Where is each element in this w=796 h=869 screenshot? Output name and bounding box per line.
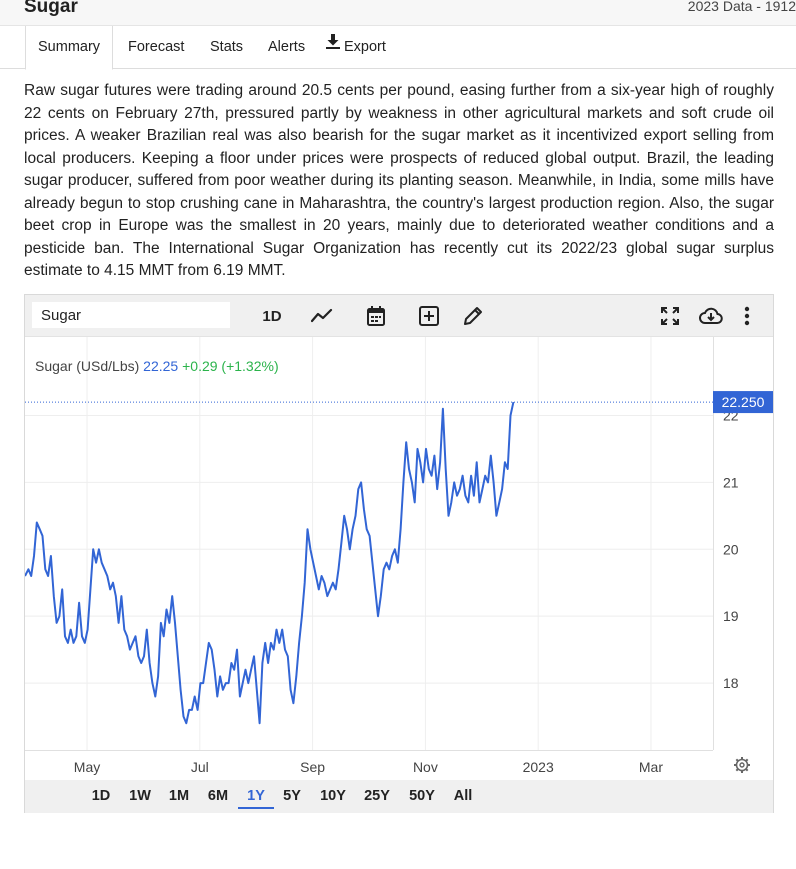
x-tick-label: Nov bbox=[413, 759, 438, 775]
tab-export-label: Export bbox=[344, 39, 386, 55]
download-icon bbox=[326, 24, 340, 67]
tab-export[interactable]: Export bbox=[326, 26, 386, 69]
chart-legend: Sugar (USd/Lbs) 22.25 +0.29 (+1.32%) bbox=[35, 358, 279, 374]
add-indicator-icon[interactable] bbox=[418, 301, 440, 331]
tab-stats[interactable]: Stats bbox=[210, 39, 244, 55]
price-series-line bbox=[24, 401, 515, 725]
last-price-badge bbox=[713, 391, 773, 414]
more-icon[interactable] bbox=[739, 301, 755, 331]
tab-summary[interactable]: Summary bbox=[25, 26, 114, 70]
symbol-input[interactable] bbox=[32, 302, 230, 328]
range-10y[interactable]: 10Y bbox=[320, 788, 346, 804]
range-1d[interactable]: 1D bbox=[91, 788, 111, 804]
range-1y[interactable]: 1Y bbox=[238, 785, 274, 809]
tab-forecast[interactable]: Forecast bbox=[128, 39, 185, 55]
x-tick-label: Jul bbox=[191, 759, 209, 775]
y-tick-label: 20 bbox=[723, 541, 739, 557]
data-range-label: 2023 Data - 1912 bbox=[687, 0, 796, 14]
range-all[interactable]: All bbox=[453, 788, 473, 804]
x-tick-label: May bbox=[74, 759, 100, 775]
range-selector: 1D 1W 1M 6M 1Y 5Y 10Y 25Y 50Y All bbox=[25, 780, 773, 813]
legend-series-name: Sugar (USd/Lbs) bbox=[35, 358, 140, 374]
settings-gear-icon[interactable] bbox=[734, 757, 750, 773]
chart-toolbar: 1D bbox=[25, 295, 773, 337]
tab-bar: Summary Forecast Stats Alerts Export bbox=[0, 26, 796, 70]
page-header: Sugar 2023 Data - 1912 bbox=[0, 0, 796, 26]
x-tick-label: Mar bbox=[639, 759, 663, 775]
calendar-icon[interactable] bbox=[365, 301, 387, 331]
summary-text: Raw sugar futures were trading around 20… bbox=[24, 82, 774, 279]
x-tick-label: 2023 bbox=[523, 759, 554, 775]
draw-icon[interactable] bbox=[462, 301, 484, 331]
range-25y[interactable]: 25Y bbox=[364, 788, 390, 804]
range-1w[interactable]: 1W bbox=[129, 788, 151, 804]
y-tick-label: 21 bbox=[723, 474, 739, 490]
fullscreen-icon[interactable] bbox=[659, 301, 681, 331]
price-chart[interactable]: 18 19 20 21 22 May Jul Sep Nov 2023 Mar 22.250 bbox=[24, 337, 773, 780]
tab-alerts[interactable]: Alerts bbox=[268, 39, 306, 55]
y-tick-label: 19 bbox=[723, 608, 739, 624]
y-tick-label: 18 bbox=[723, 675, 739, 691]
range-6m[interactable]: 6M bbox=[207, 788, 229, 804]
last-price-label: 22.250 bbox=[722, 394, 765, 410]
legend-value: 22.25 bbox=[143, 358, 179, 374]
cloud-download-icon[interactable] bbox=[698, 301, 724, 331]
range-50y[interactable]: 50Y bbox=[409, 788, 435, 804]
x-tick-label: Sep bbox=[300, 759, 325, 775]
legend-change: +0.29 (+1.32%) bbox=[182, 358, 279, 374]
range-5y[interactable]: 5Y bbox=[283, 788, 301, 804]
line-chart-icon[interactable] bbox=[309, 301, 335, 331]
interval-button[interactable]: 1D bbox=[262, 307, 282, 325]
range-1m[interactable]: 1M bbox=[168, 788, 190, 804]
page-title: Sugar bbox=[24, 0, 78, 17]
